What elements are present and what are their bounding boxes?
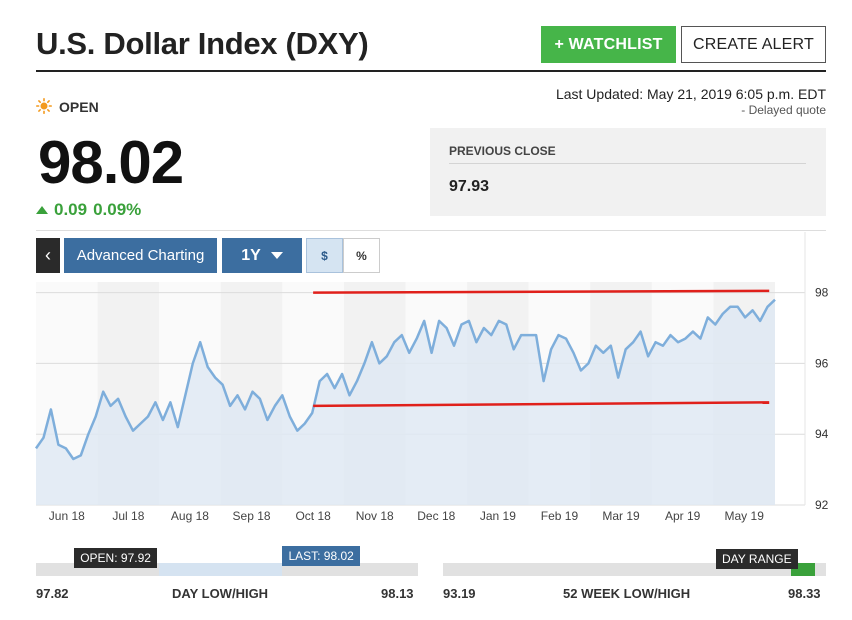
x-tick-label: Apr 19 [665, 509, 701, 523]
x-tick-label: Jun 18 [49, 509, 85, 523]
create-alert-button[interactable]: CREATE ALERT [681, 26, 826, 63]
time-range-dropdown[interactable]: 1Y [222, 238, 302, 273]
sun-icon [36, 98, 52, 114]
y-tick-label: 96 [815, 356, 829, 370]
last-marker: LAST: 98.02 [282, 546, 360, 566]
x-tick-label: Sep 18 [233, 509, 271, 523]
page-title: U.S. Dollar Index (DXY) [36, 26, 369, 61]
last-updated-text: Last Updated: May 21, 2019 6:05 p.m. EDT [555, 86, 826, 102]
week52-range-caption: 52 WEEK LOW/HIGH [563, 586, 691, 601]
chart-divider [36, 230, 826, 231]
chevron-down-icon [270, 252, 283, 259]
x-tick-label: Jan 19 [480, 509, 516, 523]
previous-close-label: PREVIOUS CLOSE [449, 144, 556, 158]
week52-low-value: 93.19 [443, 586, 476, 601]
y-tick-label: 94 [815, 427, 829, 441]
x-tick-label: Dec 18 [417, 509, 455, 523]
y-tick-label: 92 [815, 498, 829, 512]
x-tick-label: May 19 [725, 509, 765, 523]
change-value: 0.09 [54, 200, 88, 219]
chevron-left-icon[interactable]: ‹ [36, 238, 60, 273]
add-to-watchlist-button[interactable]: + WATCHLIST [541, 26, 676, 63]
up-arrow-icon [36, 206, 48, 214]
series-line [34, 298, 776, 461]
x-tick-label: Feb 19 [541, 509, 579, 523]
open-marker: OPEN: 97.92 [74, 548, 157, 568]
day-high-value: 98.13 [381, 586, 414, 601]
annotation-line [313, 401, 770, 408]
price-change: 0.09 0.09% [36, 200, 141, 220]
previous-close-value: 97.93 [449, 178, 490, 195]
day-range-fill [159, 563, 283, 576]
x-tick-label: Oct 18 [295, 509, 331, 523]
series-area [36, 299, 775, 505]
day-range-flag: DAY RANGE [716, 549, 798, 569]
x-tick-label: Mar 19 [602, 509, 640, 523]
price-chart[interactable]: 98 96 94 92 Jun 18 Jul 18 Aug 18 Sep 18 Oct 18 N… [0, 0, 852, 540]
previous-close-divider [449, 163, 806, 164]
title-divider [36, 70, 826, 72]
current-price: 98.02 [38, 129, 184, 196]
x-tick-label: Aug 18 [171, 509, 209, 523]
day-range-caption: DAY LOW/HIGH [172, 586, 269, 601]
advanced-charting-button[interactable]: Advanced Charting [64, 238, 217, 273]
percent-mode-toggle[interactable]: % [343, 238, 380, 273]
x-tick-label: Jul 18 [112, 509, 144, 523]
week52-high-value: 98.33 [788, 586, 821, 601]
day-low-value: 97.82 [36, 586, 69, 601]
market-status: OPEN [59, 99, 99, 115]
annotation-line [313, 289, 770, 294]
x-tick-label: Nov 18 [356, 509, 394, 523]
y-tick-label: 98 [815, 286, 829, 300]
delayed-quote-note: - Delayed quote [741, 103, 826, 117]
previous-close-panel [430, 128, 826, 216]
change-percent: 0.09% [93, 200, 142, 219]
time-range-label: 1Y [241, 246, 261, 264]
dollar-mode-toggle[interactable]: $ [306, 238, 343, 273]
